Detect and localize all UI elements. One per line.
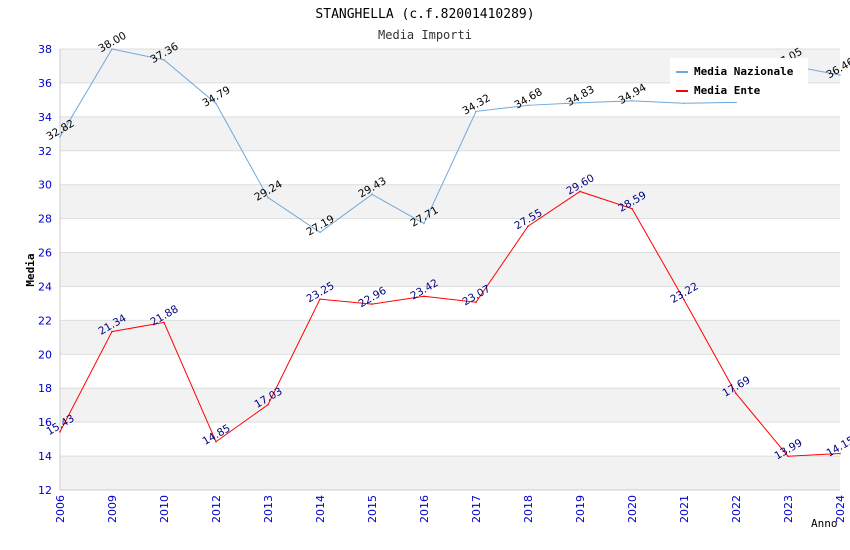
data-point [215,440,217,443]
x-tick-label: 2012 [210,495,223,523]
data-point [111,330,113,333]
series-line-1 [59,190,841,457]
x-tick-label: 2020 [626,495,639,523]
data-label: 22.96 [356,285,388,311]
x-tick-label: 2006 [54,495,67,523]
data-point [111,48,113,50]
data-point [579,101,581,104]
series-lines [59,48,841,458]
chart-subtitle: Media Importi [378,28,472,42]
chart-title: STANGHELLA (c.f.82001410289) [315,7,534,22]
data-point [319,298,321,300]
y-tick-label: 24 [38,280,52,293]
data-point [267,403,269,406]
x-axis-label: Anno [811,517,838,530]
data-point [163,321,165,324]
legend-label-media-nazionale: Media Nazionale [694,65,794,78]
data-label: 34.68 [512,86,544,111]
data-point [839,74,841,76]
y-tick-label: 36 [38,77,52,90]
y-tick-label: 26 [38,247,52,260]
x-tick-label: 2014 [314,495,327,523]
x-tick-labels: 2006 2009 2010 2012 2013 2014 2015 2016 2017 2018… [54,495,847,523]
band [60,320,840,355]
band [60,116,840,151]
y-tick-label: 16 [38,416,52,429]
data-label: 34.32 [460,92,492,117]
x-tick-label: 2022 [730,495,743,523]
x-tick-label: 2015 [366,495,379,523]
data-point [683,298,685,301]
x-tick-label: 2009 [106,495,119,523]
y-tick-label: 30 [38,179,52,192]
x-tick-label: 2021 [678,495,691,523]
data-label: 34.94 [616,81,648,107]
legend-background [670,58,808,102]
band [60,184,840,219]
x-tick-label: 2017 [470,495,483,523]
y-tick-labels: 12 14 16 18 20 22 24 26 28 30 32 34 36 38 [38,43,52,497]
data-point [59,136,61,138]
data-point [371,303,373,305]
legend-label-media-ente: Media Ente [694,84,761,97]
series-line-0 [59,48,841,233]
data-point [475,110,477,113]
data-point [59,431,61,433]
data-point [319,231,321,234]
y-tick-label: 38 [38,43,52,56]
y-tick-label: 18 [38,382,52,395]
data-point [371,193,373,196]
legend-swatch-media-ente [676,90,688,92]
y-tick-label: 12 [38,484,52,497]
x-tick-label: 2023 [782,495,795,523]
data-point [267,196,269,199]
data-point [163,59,165,61]
x-tick-label: 2010 [158,495,171,523]
data-point [735,392,737,395]
data-point [527,104,529,107]
y-tick-label: 28 [38,213,52,226]
legend-swatch-media-nazionale [676,71,688,73]
data-point [475,301,477,304]
data-label: 14.85 [200,422,232,447]
band [60,388,840,423]
y-tick-label: 32 [38,145,52,158]
data-point [527,225,529,228]
x-tick-label: 2019 [574,495,587,523]
data-point [579,190,581,193]
data-point [423,222,425,225]
data-label: 34.83 [564,83,596,108]
y-axis-label: Media [24,253,37,286]
x-tick-label: 2018 [522,495,535,523]
data-point [631,207,633,210]
band [60,456,840,490]
data-point [215,102,217,105]
band [60,252,840,287]
data-point [839,452,841,455]
background-bands [60,49,840,490]
data-point [735,101,737,104]
data-point [683,102,685,105]
data-point [423,295,425,298]
x-tick-label: 2024 [834,495,847,523]
y-tick-label: 20 [38,348,52,361]
legend: Media Nazionale Media Ente [670,58,808,102]
x-tick-label: 2013 [262,495,275,523]
y-tick-label: 22 [38,314,52,327]
data-point [631,100,633,102]
x-tick-label: 2016 [418,495,431,523]
gridlines [60,48,840,491]
data-point [787,455,789,458]
y-tick-label: 34 [38,111,52,124]
data-label: 34.79 [200,84,232,109]
y-tick-label: 14 [38,450,52,463]
